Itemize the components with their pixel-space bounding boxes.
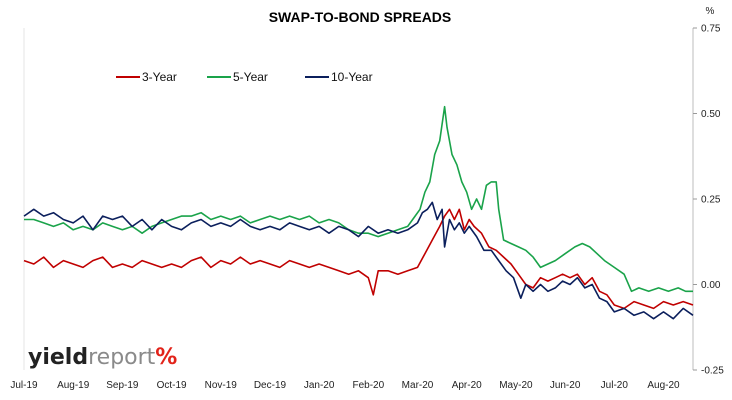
series-layer <box>23 105 694 320</box>
series-line-3-year <box>23 208 694 310</box>
legend-label-10-year: 10-Year <box>331 70 373 84</box>
chart-title: SWAP-TO-BOND SPREADS <box>269 9 452 25</box>
x-tick-label: Mar-20 <box>402 380 434 391</box>
logo-report-text: report <box>88 345 156 370</box>
x-tick-label: May-20 <box>499 380 533 391</box>
x-tick-label: Sep-19 <box>106 380 139 391</box>
x-tick-label: Apr-20 <box>452 380 482 391</box>
legend-label-5-year: 5-Year <box>233 70 268 84</box>
svg-text:yieldreport%: yieldreport% <box>28 345 177 370</box>
yieldreport-logo: yieldreport% <box>28 345 177 370</box>
y-tick-label: 0.50 <box>701 109 721 120</box>
legend: 3-Year 5-Year 10-Year <box>116 70 373 84</box>
x-tick-label: Dec-19 <box>254 380 287 391</box>
y-tick-label: 0.00 <box>701 280 721 291</box>
y-tick-label: -0.25 <box>701 366 724 377</box>
logo-percent-text: % <box>155 345 177 370</box>
x-tick-label: Aug-20 <box>647 380 680 391</box>
x-tick-label: Jul-19 <box>10 380 38 391</box>
x-tick-label: Jul-20 <box>601 380 629 391</box>
legend-label-3-year: 3-Year <box>142 70 177 84</box>
series-line-5-year <box>24 105 693 293</box>
logo-yield-text: yield <box>28 345 88 370</box>
y-axis-unit: % <box>706 6 715 17</box>
y-tick-label: 0.25 <box>701 195 721 206</box>
x-tick-label: Aug-19 <box>57 380 90 391</box>
series-line-10-year <box>23 201 694 320</box>
x-tick-label: Jan-20 <box>304 380 335 391</box>
x-tick-label: Feb-20 <box>352 380 384 391</box>
x-tick-label: Jun-20 <box>550 380 581 391</box>
x-tick-label: Oct-19 <box>157 380 187 391</box>
x-tick-label: Nov-19 <box>205 380 238 391</box>
y-tick-label: 0.75 <box>701 24 721 35</box>
axes: 0.75 0.50 0.25 0.00 -0.25 Jul-19 Aug-19 Sep-19 O… <box>10 24 724 392</box>
